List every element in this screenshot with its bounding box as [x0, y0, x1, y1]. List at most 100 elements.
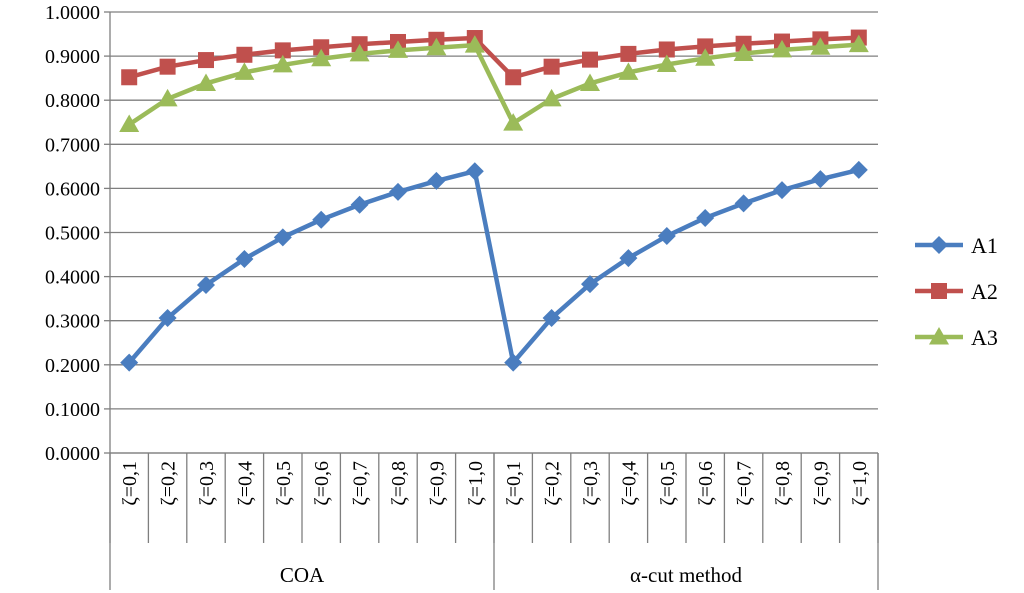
- x-tick-label: ζ=0,8: [772, 461, 794, 506]
- data-point: [196, 73, 216, 91]
- legend-marker: [931, 283, 947, 299]
- data-point: [198, 52, 214, 69]
- data-point: [158, 309, 177, 328]
- x-tick-label: ζ=0,2: [158, 461, 180, 506]
- data-point: [272, 54, 293, 73]
- data-point: [656, 54, 677, 72]
- x-tick-label: ζ=0,5: [273, 461, 295, 506]
- data-point: [773, 181, 791, 200]
- legend-item-a1: A1: [915, 233, 998, 258]
- y-axis: 0.0000 0.1000 0.2000 0.3000 0.4000 0.5000 0.60…: [45, 2, 110, 465]
- data-point: [620, 45, 637, 62]
- data-point: [772, 39, 792, 58]
- x-tick-label: ζ=0,7: [734, 461, 756, 506]
- y-tick-label: 0.1000: [45, 399, 100, 421]
- x-tick-label: ζ=0,9: [426, 461, 448, 506]
- y-tick-label: 1.0000: [45, 2, 100, 24]
- data-point: [657, 227, 676, 246]
- data-point: [848, 34, 869, 53]
- x-tick-label: ζ=0,9: [810, 461, 832, 506]
- data-point: [426, 37, 447, 56]
- data-point: [503, 113, 524, 131]
- x-tick-label: ζ=0,3: [196, 461, 218, 506]
- y-tick-label: 0.0000: [45, 443, 100, 465]
- data-point: [427, 171, 446, 190]
- y-tick-label: 0.9000: [45, 46, 100, 68]
- legend-label: A3: [971, 325, 998, 350]
- x-tick-label: ζ=0,5: [657, 461, 679, 506]
- data-point: [313, 39, 330, 56]
- data-point: [389, 182, 407, 201]
- data-point: [197, 275, 215, 294]
- data-point: [464, 35, 485, 53]
- data-point: [235, 249, 254, 268]
- data-point: [159, 58, 176, 75]
- x-tick-label: ζ=0,6: [695, 461, 717, 506]
- data-point: [733, 43, 754, 61]
- series-a1: [120, 160, 868, 372]
- y-tick-label: 0.2000: [45, 355, 100, 377]
- data-point: [311, 48, 332, 67]
- data-point: [350, 195, 369, 214]
- data-point: [810, 37, 831, 55]
- x-tick-label: ζ=1,0: [465, 461, 487, 506]
- data-point: [849, 160, 868, 179]
- series-line: [127, 42, 859, 127]
- series-a3: [119, 34, 869, 132]
- y-tick-label: 0.3000: [45, 311, 100, 333]
- data-point: [505, 69, 522, 86]
- x-tick-label: ζ=1,0: [849, 461, 871, 506]
- data-point: [580, 73, 600, 91]
- x-axis: ζ=0,1 ζ=0,2 ζ=0,3 ζ=0,4 ζ=0,5 ζ=0,6 ζ=0,7 ζ=0,8…: [109, 12, 879, 590]
- data-point: [658, 41, 675, 58]
- legend-label: A1: [971, 233, 998, 258]
- x-tick-label: ζ=0,1: [503, 461, 525, 506]
- data-point: [157, 88, 178, 107]
- data-point: [349, 43, 370, 62]
- legend: A1 A2 A3: [915, 233, 998, 350]
- data-point: [273, 228, 292, 247]
- legend-item-a3: A3: [915, 325, 998, 350]
- data-point: [274, 42, 291, 59]
- data-point: [121, 69, 138, 86]
- legend-item-a2: A2: [915, 279, 998, 304]
- data-point: [734, 194, 753, 213]
- data-point: [811, 170, 830, 189]
- data-point: [619, 249, 638, 268]
- data-point: [120, 353, 139, 372]
- data-point: [543, 58, 560, 75]
- y-tick-label: 0.7000: [45, 134, 100, 156]
- x-tick-label: ζ=0,7: [350, 461, 372, 506]
- data-point: [465, 162, 484, 181]
- data-point: [119, 114, 140, 132]
- legend-marker: [929, 327, 949, 345]
- data-point: [697, 38, 714, 55]
- x-tick-label: ζ=0,1: [119, 461, 141, 506]
- x-tick-label: ζ=0,6: [311, 461, 333, 506]
- group-label: α-cut method: [630, 563, 742, 587]
- data-point: [696, 208, 715, 227]
- data-point: [388, 40, 408, 58]
- data-point: [542, 309, 561, 328]
- data-point: [234, 62, 255, 80]
- y-tick-label: 0.8000: [45, 90, 100, 112]
- y-tick-label: 0.4000: [45, 267, 100, 289]
- x-tick-label: ζ=0,8: [388, 461, 410, 506]
- y-tick-label: 0.6000: [45, 178, 100, 200]
- x-tick-label: ζ=0,4: [234, 461, 256, 506]
- data-point: [236, 46, 253, 63]
- legend-marker: [930, 236, 948, 254]
- data-point: [541, 88, 562, 107]
- y-tick-label: 0.5000: [45, 223, 100, 245]
- series-layer: [119, 29, 869, 372]
- series-line: [127, 167, 860, 365]
- series-a2: [121, 29, 867, 86]
- data-point: [695, 48, 716, 66]
- data-point: [618, 62, 639, 80]
- data-point: [312, 210, 331, 229]
- x-tick-label: ζ=0,2: [542, 461, 564, 506]
- x-tick-label: ζ=0,3: [580, 461, 602, 506]
- data-point: [504, 353, 523, 372]
- x-tick-label: ζ=0,4: [618, 461, 640, 506]
- legend-label: A2: [971, 279, 998, 304]
